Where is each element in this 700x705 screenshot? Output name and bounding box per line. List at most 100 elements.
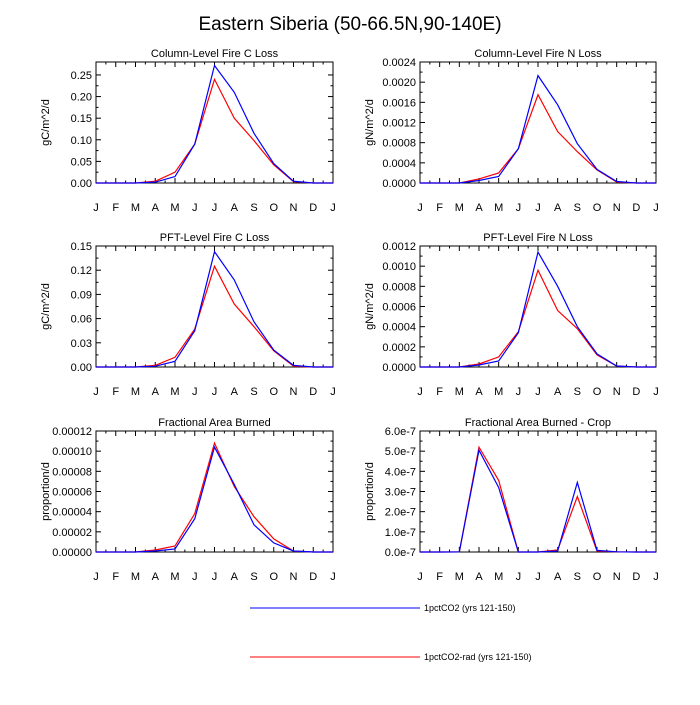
x-tick-label: J <box>93 202 99 214</box>
x-tick-label: A <box>475 386 483 398</box>
x-tick-label: F <box>436 386 443 398</box>
y-tick-label: 1.0e-7 <box>385 527 416 539</box>
x-tick-label: M <box>455 571 464 583</box>
legend: 1pctCO2 (yrs 121-150) 1pctCO2-rad (yrs 12… <box>250 603 532 662</box>
x-tick-label: M <box>455 202 464 214</box>
x-tick-label: A <box>475 571 483 583</box>
y-tick-label: 0.0004 <box>382 158 416 170</box>
series-line-2 <box>96 441 333 553</box>
y-tick-label: 0.0012 <box>382 241 416 253</box>
y-axis-title: proportion/d <box>40 462 52 521</box>
x-tick-label: J <box>93 571 99 583</box>
x-tick-label: J <box>516 202 522 214</box>
x-tick-label: J <box>535 386 541 398</box>
y-tick-label: 2.0e-7 <box>385 507 416 519</box>
x-tick-label: M <box>455 386 464 398</box>
x-tick-label: F <box>436 202 443 214</box>
x-tick-label: J <box>192 571 198 583</box>
y-tick-label: 0.05 <box>71 156 92 168</box>
x-tick-label: N <box>290 386 298 398</box>
y-tick-label: 0.00012 <box>52 426 92 438</box>
x-tick-label: D <box>309 571 317 583</box>
y-tick-label: 0.10 <box>71 135 92 147</box>
panel-title: Fractional Area Burned <box>158 417 271 429</box>
y-axis-title: gN/m^2/d <box>364 99 376 146</box>
x-tick-label: D <box>632 571 640 583</box>
y-tick-label: 5.0e-7 <box>385 446 416 458</box>
panel-title: Column-Level Fire C Loss <box>151 48 279 60</box>
y-tick-label: 0.00 <box>71 362 92 374</box>
x-tick-label: F <box>436 571 443 583</box>
series-line-1 <box>420 250 656 368</box>
x-tick-label: M <box>170 202 179 214</box>
y-tick-label: 4.0e-7 <box>385 466 416 478</box>
x-tick-label: O <box>593 202 602 214</box>
y-tick-label: 0.0000 <box>382 178 416 190</box>
x-tick-label: J <box>192 386 198 398</box>
y-axis-title: proportion/d <box>364 462 376 521</box>
x-tick-label: M <box>131 386 140 398</box>
x-tick-label: S <box>574 386 581 398</box>
series-line-2 <box>96 77 333 184</box>
panel-title: Column-Level Fire N Loss <box>474 48 602 60</box>
y-tick-label: 0.0004 <box>382 322 416 334</box>
x-tick-label: O <box>593 386 602 398</box>
x-tick-label: J <box>212 202 218 214</box>
x-tick-label: A <box>231 386 239 398</box>
x-tick-label: A <box>554 571 562 583</box>
x-tick-label: A <box>231 202 239 214</box>
x-tick-label: M <box>494 571 503 583</box>
series-line-1 <box>96 64 333 184</box>
x-tick-label: A <box>475 202 483 214</box>
plot-frame <box>95 245 334 368</box>
x-tick-label: N <box>613 571 621 583</box>
y-tick-label: 0.0008 <box>382 281 416 293</box>
series-line-1 <box>420 448 656 553</box>
series-line-2 <box>420 93 656 184</box>
series-line-2 <box>96 264 333 368</box>
x-tick-label: O <box>269 386 278 398</box>
x-tick-label: S <box>574 571 581 583</box>
y-axis-title: gN/m^2/d <box>364 283 376 330</box>
x-tick-label: D <box>309 386 317 398</box>
y-tick-label: 0.0008 <box>382 138 416 150</box>
x-tick-label: S <box>250 202 257 214</box>
x-tick-label: O <box>269 202 278 214</box>
y-tick-label: 0.25 <box>71 70 92 82</box>
x-tick-label: J <box>653 202 659 214</box>
y-tick-label: 0.0010 <box>382 261 416 273</box>
x-tick-label: J <box>653 571 659 583</box>
x-tick-label: J <box>516 386 522 398</box>
x-tick-label: J <box>212 571 218 583</box>
y-tick-label: 0.00000 <box>52 547 92 559</box>
y-tick-label: 0.0000 <box>382 362 416 374</box>
y-tick-label: 6.0e-7 <box>385 426 416 438</box>
series-line-1 <box>96 445 333 553</box>
x-tick-label: N <box>290 571 298 583</box>
y-tick-label: 0.00010 <box>52 446 92 458</box>
x-tick-label: J <box>535 571 541 583</box>
chart-panel-6: Fractional Area Burned - Crop proportion/… <box>364 417 659 583</box>
x-tick-label: F <box>112 202 119 214</box>
x-tick-label: M <box>494 386 503 398</box>
x-tick-label: F <box>112 386 119 398</box>
x-tick-label: J <box>330 202 336 214</box>
x-tick-label: A <box>554 386 562 398</box>
y-tick-label: 0.15 <box>71 241 92 253</box>
x-tick-label: F <box>112 571 119 583</box>
x-tick-label: J <box>212 386 218 398</box>
series-line-2 <box>420 268 656 368</box>
x-tick-label: J <box>330 571 336 583</box>
y-tick-label: 0.0020 <box>382 77 416 89</box>
plot-frame <box>419 245 657 368</box>
x-tick-label: M <box>170 386 179 398</box>
x-tick-label: O <box>269 571 278 583</box>
y-tick-label: 0.03 <box>71 338 92 350</box>
x-tick-label: D <box>632 386 640 398</box>
series-line-1 <box>96 250 333 368</box>
